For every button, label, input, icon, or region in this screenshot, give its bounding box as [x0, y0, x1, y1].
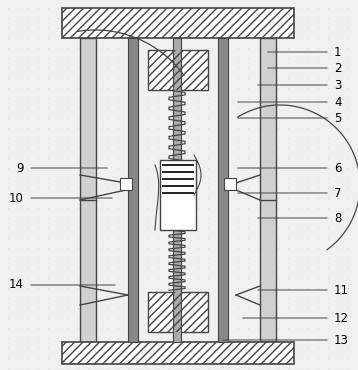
Text: 9: 9	[16, 161, 24, 175]
Text: 8: 8	[334, 212, 342, 225]
Text: 4: 4	[334, 95, 342, 108]
Bar	[120, 178, 132, 190]
Text: 10: 10	[9, 192, 24, 205]
Bar	[160, 160, 196, 230]
Bar	[128, 38, 138, 342]
Text: 12: 12	[334, 312, 349, 324]
Bar	[148, 50, 208, 90]
Bar	[218, 38, 228, 342]
Bar	[224, 178, 236, 190]
Bar	[260, 38, 276, 342]
Bar	[148, 50, 208, 90]
Bar	[173, 38, 181, 342]
Text: 7: 7	[334, 186, 342, 199]
Bar	[62, 342, 294, 364]
Text: 6: 6	[334, 161, 342, 175]
Bar	[62, 8, 294, 38]
Bar	[62, 8, 294, 38]
Text: 14: 14	[9, 279, 24, 292]
Text: 5: 5	[334, 111, 342, 124]
Text: 11: 11	[334, 283, 349, 296]
Text: 2: 2	[334, 61, 342, 74]
Bar	[148, 292, 208, 332]
Bar	[62, 342, 294, 364]
Text: 13: 13	[334, 333, 349, 346]
Text: 3: 3	[334, 78, 342, 91]
Bar	[148, 292, 208, 332]
Text: 1: 1	[334, 46, 342, 58]
Bar	[80, 38, 96, 342]
